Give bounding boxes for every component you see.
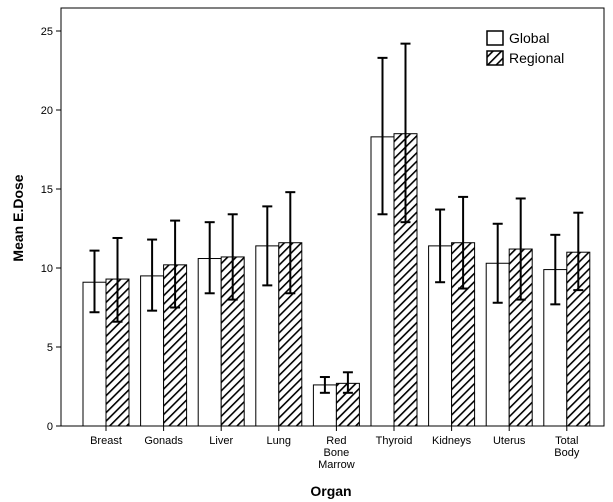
legend-swatch-regional — [486, 50, 504, 66]
y-tick-label: 5 — [47, 342, 53, 354]
x-tick-label: Uterus — [493, 435, 526, 447]
axes-layer: 0 5 10 15 20 25 Breast Gonads Liver Lung Red Bone Ma… — [41, 7, 605, 471]
y-tick-label: 10 — [41, 263, 53, 275]
x-axis-title: Organ — [310, 483, 351, 499]
legend: Global Regional — [486, 30, 564, 66]
y-tick-label: 15 — [41, 184, 53, 196]
x-tick-label: Gonads — [144, 435, 183, 447]
legend-label-regional: Regional — [509, 50, 564, 66]
x-tick-label: Kidneys — [432, 435, 472, 447]
x-tick-label: Breast — [90, 435, 122, 447]
x-tick-label: Total Body — [554, 435, 580, 459]
x-tick-label: Liver — [209, 435, 233, 447]
y-axis-title: Mean E.Dose — [10, 174, 26, 261]
y-tick-label: 20 — [41, 105, 53, 117]
x-tick-label: Thyroid — [376, 435, 413, 447]
y-tick-label: 25 — [41, 26, 53, 38]
x-tick-label: Red Bone Marrow — [318, 435, 355, 471]
y-tick-label: 0 — [47, 421, 53, 433]
legend-label-global: Global — [509, 30, 549, 46]
legend-swatch-global — [486, 30, 504, 46]
plot-frame — [60, 7, 605, 427]
bars-layer — [82, 42, 591, 427]
x-tick-label: Lung — [267, 435, 291, 447]
